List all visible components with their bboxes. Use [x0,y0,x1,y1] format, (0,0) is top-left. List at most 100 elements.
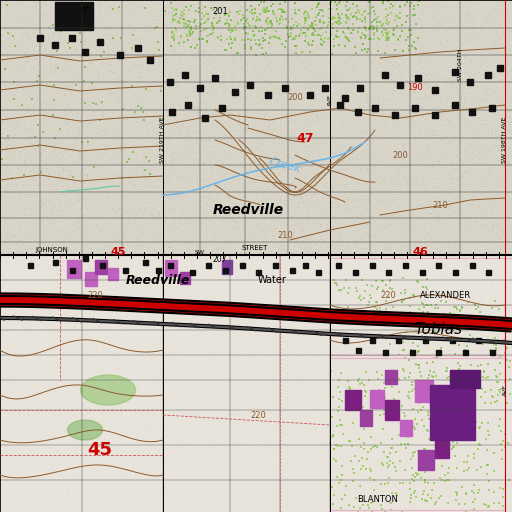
Point [47,263,55,271]
Point [343,25,351,33]
Point [388,306,396,314]
Point [257,484,265,492]
Point [250,32,258,40]
Point [119,178,127,186]
Point [364,117,372,125]
Point [186,256,195,264]
Point [500,100,508,109]
Point [497,194,505,202]
Point [187,310,196,318]
Point [388,105,396,114]
Point [360,411,368,419]
Point [214,164,222,172]
Point [498,268,506,276]
Point [355,502,364,510]
Point [48,146,56,155]
Point [200,186,208,194]
Point [488,385,496,393]
Point [377,410,385,418]
Point [337,124,346,133]
Point [275,349,284,357]
Point [484,392,493,400]
Point [127,176,135,184]
Point [506,301,512,309]
Point [349,163,357,171]
Point [281,69,289,77]
Point [215,298,223,306]
Point [488,500,496,508]
Point [279,136,287,144]
Point [65,115,73,123]
Point [316,179,325,187]
Point [252,138,260,146]
Point [349,13,357,21]
Point [233,327,241,335]
Point [410,8,418,16]
Point [217,101,225,110]
Point [401,127,409,136]
Point [353,354,361,362]
Point [245,263,253,271]
Point [393,431,401,439]
Point [420,296,428,304]
Point [84,402,93,411]
Point [498,96,506,104]
Point [59,78,67,87]
Point [234,422,243,430]
Point [101,218,110,226]
Point [444,281,452,289]
Point [25,507,33,512]
Point [78,477,86,485]
Point [62,58,71,66]
Point [239,216,247,224]
Point [324,48,332,56]
Point [262,0,270,5]
Point [385,244,393,252]
Point [397,237,406,245]
Point [494,253,502,261]
Point [5,496,13,504]
Point [500,133,508,141]
Point [174,487,182,496]
Point [154,164,162,173]
Point [1,81,9,90]
Point [471,476,479,484]
Point [0,87,5,95]
Point [302,238,310,246]
Point [69,211,77,219]
Point [140,477,148,485]
Point [0,112,5,120]
Point [165,92,174,100]
Point [289,23,297,31]
Point [152,34,160,42]
Point [338,450,346,458]
Point [233,188,242,197]
Point [260,23,268,31]
Point [60,17,68,25]
Point [242,441,250,450]
Point [203,117,211,125]
Point [289,176,297,184]
Point [333,497,342,505]
Point [123,385,132,393]
Point [383,443,391,451]
Point [185,432,194,440]
Point [219,300,227,308]
Point [263,336,271,344]
Point [385,447,393,456]
Point [492,192,500,200]
Point [101,504,110,512]
Point [243,179,251,187]
Point [180,160,188,168]
Point [294,443,302,451]
Point [396,132,404,140]
Point [7,52,15,60]
Point [38,118,47,126]
Point [387,365,395,373]
Point [102,239,111,247]
Point [74,9,82,17]
Point [240,188,248,197]
Point [314,125,323,134]
Point [185,27,194,35]
Point [117,426,125,434]
